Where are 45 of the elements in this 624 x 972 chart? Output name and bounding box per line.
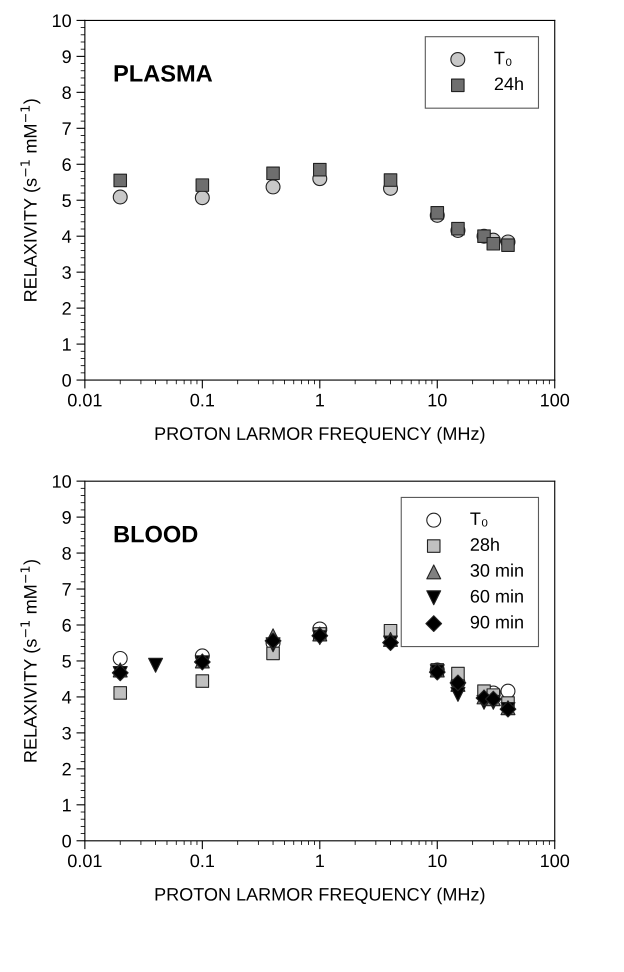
y-tick-label: 2 (62, 762, 71, 776)
y-tick-label: 3 (62, 726, 71, 740)
legend-label: 24h (494, 76, 523, 90)
y-tick-label: 9 (62, 511, 71, 524)
y-tick-label: 10 (52, 14, 71, 28)
x-axis-title: PROTON LARMOR FREQUENCY (MHz) (156, 426, 484, 444)
x-tick-label: 0.1 (190, 854, 214, 868)
legend-label: 28h (470, 538, 499, 551)
y-tick-label: 0 (62, 834, 71, 848)
y-axis-title: RELAXIVITY (s$^{−1}$ mM$^{−1}$) (20, 560, 40, 762)
text: BLOOD (114, 526, 198, 543)
x-tick-label: 100 (541, 394, 570, 407)
y-tick-label: 1 (63, 798, 71, 812)
x-tick-label: 1 (316, 854, 324, 868)
legend-label: 60 min (470, 589, 523, 603)
legend-label: 30 min (470, 564, 523, 577)
y-tick-label: 7 (62, 122, 71, 135)
y-tick-label: 8 (62, 86, 71, 100)
x-tick-label: 0.01 (68, 394, 102, 407)
y-tick-label: 2 (62, 302, 71, 315)
y-tick-label: 6 (62, 618, 71, 632)
y-tick-label: 7 (62, 583, 71, 596)
y-tick-label: 5 (62, 194, 71, 207)
x-tick-label: 1 (316, 394, 324, 406)
text: PLASMA (114, 65, 212, 82)
y-tick-label: 9 (62, 50, 71, 64)
x-axis-title: PROTON LARMOR FREQUENCY (MHz) (156, 887, 484, 904)
y-tick-label: 8 (62, 547, 71, 560)
x-tick-label: 100 (541, 854, 570, 868)
x-tick-label: 0.01 (68, 854, 102, 868)
y-tick-label: 4 (62, 230, 72, 243)
y-tick-label: 3 (62, 266, 71, 279)
y-axis-title: RELAXIVITY (s$^{−1}$ mM$^{−1}$) (20, 99, 40, 301)
y-tick-label: 6 (62, 158, 71, 171)
x-tick-label: 0.1 (190, 394, 214, 407)
x-tick-label: 10 (428, 394, 447, 407)
y-tick-label: 4 (62, 691, 72, 704)
y-tick-label: 1 (63, 338, 71, 351)
legend-label: 90 min (470, 615, 523, 629)
legend-label: T₀ (470, 512, 488, 527)
y-tick-label: 5 (62, 655, 71, 668)
legend-label: T₀ (494, 52, 512, 66)
x-tick-label: 10 (428, 854, 447, 868)
y-tick-label: 10 (52, 475, 71, 488)
y-tick-label: 0 (62, 374, 71, 387)
